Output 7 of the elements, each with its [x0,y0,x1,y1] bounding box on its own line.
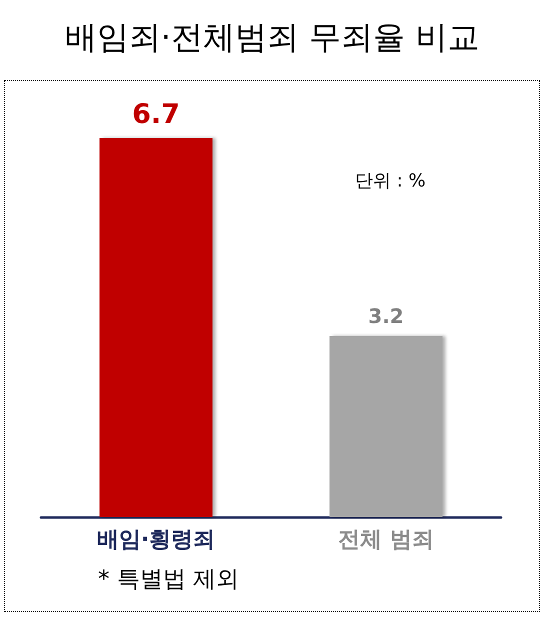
text: * 특별법 제외 [98,566,240,592]
annotation: 단위 : % [355,170,426,192]
data-label: 3.2 [368,304,404,328]
chart-title: 배임죄·전체범죄 무죄율 비교 [64,18,480,56]
x-tick-label: 배임·횡령죄 [96,528,216,552]
x-tick-label: 전체 범죄 [338,528,434,552]
data-label: 6.7 [132,98,180,130]
